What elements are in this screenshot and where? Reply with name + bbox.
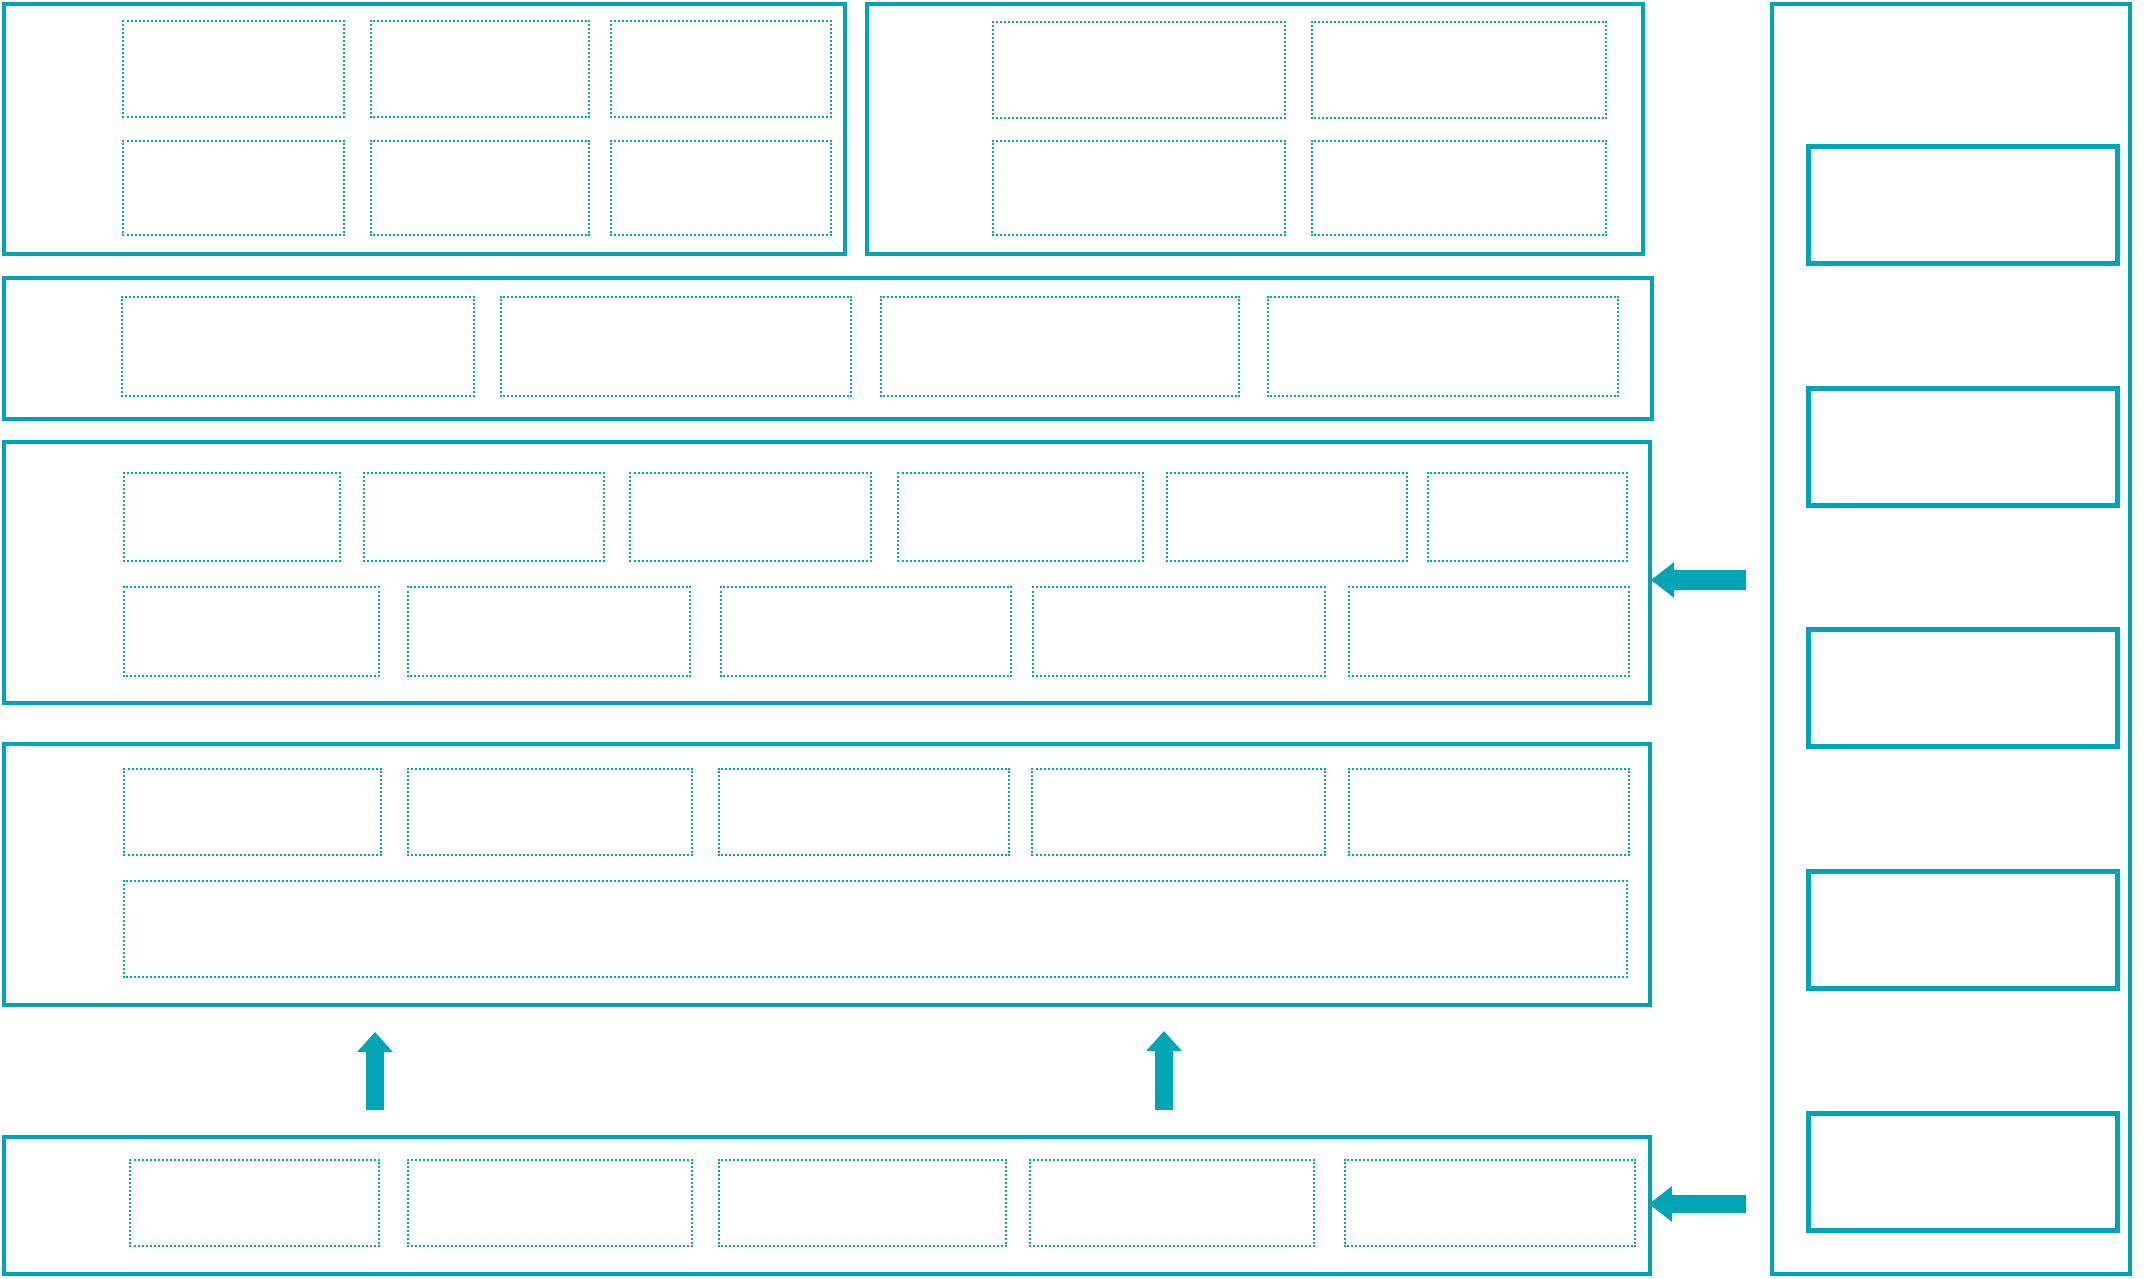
placeholder-box (1311, 21, 1607, 119)
row3-band (2, 440, 1652, 705)
placeholder-box (1166, 472, 1408, 562)
placeholder-box (1344, 1159, 1636, 1247)
placeholder-box (129, 1159, 380, 1247)
placeholder-box (407, 1159, 693, 1247)
sidebar-item-3 (1806, 627, 2120, 749)
placeholder-box (1032, 586, 1326, 677)
row4-band (2, 742, 1652, 1007)
placeholder-box (1267, 296, 1619, 397)
arrow-head (1146, 1031, 1182, 1051)
placeholder-box (370, 20, 590, 118)
row2-band (2, 276, 1654, 421)
placeholder-box (718, 1159, 1007, 1247)
sidebar-item-5 (1806, 1111, 2120, 1233)
sidebar-item-2 (1806, 386, 2120, 508)
sidebar-panel (1770, 2, 2132, 1276)
top-right-group (865, 2, 1645, 256)
arrow-head (1649, 1186, 1672, 1222)
placeholder-box (407, 586, 691, 677)
placeholder-box (407, 768, 693, 856)
placeholder-box (1029, 1159, 1315, 1247)
placeholder-box (1031, 768, 1326, 856)
placeholder-box (610, 140, 832, 236)
arrow-shaft (1155, 1051, 1173, 1110)
placeholder-box (121, 296, 475, 397)
placeholder-box (370, 140, 590, 236)
placeholder-box (123, 880, 1628, 978)
sidebar-item-4 (1806, 869, 2120, 991)
placeholder-box (718, 768, 1010, 856)
arrow-shaft (1672, 1195, 1746, 1213)
placeholder-box (720, 586, 1012, 677)
placeholder-box (123, 472, 341, 562)
placeholder-box (897, 472, 1144, 562)
top-left-group (2, 2, 847, 256)
arrow-head (357, 1032, 393, 1052)
arrow-head (1651, 562, 1674, 598)
placeholder-box (992, 140, 1286, 236)
placeholder-box (1427, 472, 1628, 562)
placeholder-box (123, 586, 380, 677)
placeholder-box (122, 140, 345, 236)
placeholder-box (880, 296, 1240, 397)
placeholder-box (500, 296, 852, 397)
arrow-shaft (1674, 570, 1746, 590)
sidebar-item-1 (1806, 144, 2120, 266)
placeholder-box (610, 20, 832, 118)
placeholder-box (363, 472, 605, 562)
arrow-shaft (366, 1051, 384, 1110)
placeholder-box (992, 21, 1286, 119)
placeholder-box (1348, 768, 1630, 856)
placeholder-box (122, 20, 345, 118)
placeholder-box (123, 768, 382, 856)
placeholder-box (629, 472, 872, 562)
placeholder-box (1348, 586, 1630, 677)
placeholder-box (1311, 140, 1607, 236)
